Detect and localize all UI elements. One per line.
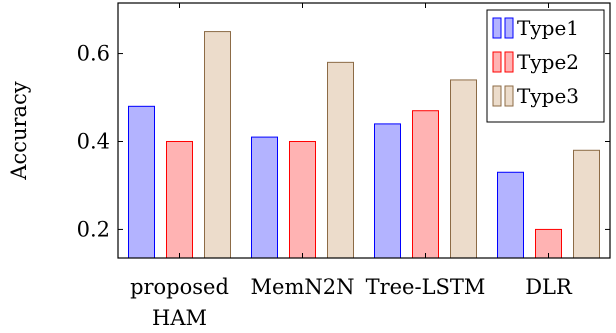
bar-type2 [289,140,316,259]
legend-swatch [492,51,502,73]
bar-type1 [497,171,524,259]
x-tick-label: HAM [152,306,207,330]
legend-label: Type2 [517,50,579,74]
bar-type2 [412,110,439,259]
ticks-group [118,3,610,258]
bar-type1 [128,105,155,259]
x-tick-label: proposed [130,275,229,299]
legend-swatch [492,85,502,107]
bar-type3 [450,79,477,259]
x-tick-label: MemN2N [251,275,355,299]
y-tick-label: 0.6 [77,42,110,66]
legend-label: Type1 [517,16,579,40]
legend: Type1 Type2 Type3 [486,9,605,123]
legend-swatch [504,51,514,73]
labels-group: proposed HAM MemN2N Tree-LSTM DLR 0.2 0.4 0.6 [77,42,573,330]
legend-swatch [492,17,502,39]
y-tick-label: 0.4 [77,129,110,153]
bar-type3 [573,149,600,259]
bar-type1 [374,123,401,259]
legend-swatch [504,17,514,39]
bar-type3 [204,31,231,259]
legend-swatch [504,85,514,107]
x-tick-label: Tree-LSTM [366,275,486,299]
legend-label: Type3 [517,84,579,108]
y-tick-label: 0.2 [77,217,110,241]
bar-type1 [251,136,278,259]
x-tick-label: DLR [525,275,573,299]
bars-group [128,31,600,259]
y-axis-label: Accuracy [7,81,31,181]
bar-type3 [327,61,354,259]
bar-type2 [166,140,193,259]
plot-frame [117,2,611,259]
